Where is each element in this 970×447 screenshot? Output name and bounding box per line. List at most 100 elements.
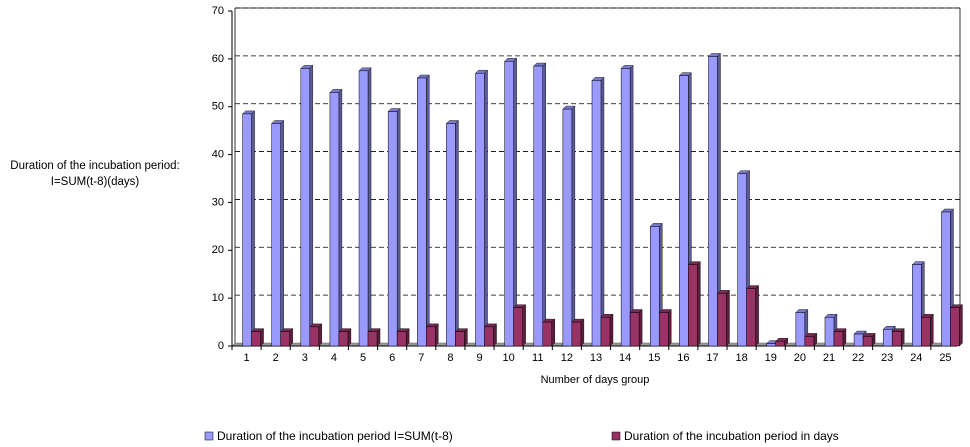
x-tick-label: 17 — [706, 352, 718, 364]
bar — [862, 336, 873, 347]
x-tick-label: 3 — [302, 352, 308, 364]
bar — [737, 173, 747, 347]
x-axis-label: Number of days group — [541, 374, 650, 386]
bar-side — [396, 108, 401, 347]
bar-side — [435, 323, 439, 347]
bar — [679, 75, 689, 347]
x-tick-label: 4 — [331, 352, 337, 364]
bar — [746, 288, 756, 347]
x-tick-label: 16 — [677, 352, 689, 364]
x-tick-label: 6 — [389, 352, 395, 364]
bar-side — [755, 285, 759, 347]
bar-side — [338, 88, 343, 347]
bar-side — [930, 313, 934, 347]
bar — [367, 331, 378, 347]
x-tick-label: 23 — [881, 352, 893, 364]
bar-side — [629, 64, 634, 347]
bar — [600, 317, 611, 347]
x-tick-label: 22 — [852, 352, 864, 364]
bar — [396, 331, 407, 347]
bar-side — [309, 64, 313, 347]
bar-side — [551, 318, 555, 347]
y-tick-label: 50 — [212, 101, 224, 113]
bar-side — [493, 323, 497, 347]
x-tick-label: 13 — [590, 352, 602, 364]
bar — [455, 331, 465, 347]
bar — [280, 331, 290, 347]
bar-side — [484, 69, 488, 347]
bar — [921, 317, 931, 347]
x-tick-label: 9 — [476, 352, 482, 364]
x-tick-label: 5 — [360, 352, 366, 364]
bar-side — [609, 313, 614, 347]
legend-label: Duration of the incubation period I=SUM(… — [217, 429, 453, 443]
bar — [358, 70, 369, 347]
bar — [708, 56, 718, 347]
bar-side — [251, 110, 255, 347]
bar — [591, 80, 602, 347]
bar — [882, 329, 893, 347]
bar — [504, 61, 514, 347]
y-tick-label: 40 — [212, 148, 224, 160]
x-tick-label: 10 — [503, 352, 515, 364]
bar — [562, 108, 573, 347]
bar — [941, 211, 951, 347]
bar — [271, 123, 281, 347]
bar — [242, 113, 252, 347]
bar-side — [522, 304, 526, 347]
bar — [833, 331, 844, 347]
bar — [649, 226, 660, 347]
bar-side — [513, 57, 517, 347]
bar — [950, 307, 960, 347]
x-tick-label: 21 — [823, 352, 835, 364]
bar — [620, 68, 631, 347]
y-tick-label: 10 — [212, 292, 224, 304]
bar-side — [280, 119, 284, 347]
bar-side — [697, 261, 701, 347]
x-tick-label: 14 — [619, 352, 631, 364]
x-tick-label: 15 — [648, 352, 660, 364]
bar — [446, 123, 456, 347]
bar — [824, 317, 835, 347]
bar-side — [426, 74, 430, 347]
legend-label: Duration of the incubation period in day… — [624, 429, 839, 443]
x-tick-label: 18 — [735, 352, 747, 364]
bar — [795, 312, 806, 347]
legend-swatch — [204, 431, 214, 441]
legend-swatch — [611, 431, 621, 441]
bar — [475, 72, 485, 347]
bar — [775, 340, 785, 347]
bar — [329, 92, 340, 347]
bar — [658, 312, 669, 347]
bar — [300, 68, 311, 347]
bar — [513, 307, 523, 347]
bar-side — [571, 105, 576, 347]
bar — [533, 65, 544, 347]
x-tick-label: 7 — [418, 352, 424, 364]
bar — [912, 264, 922, 347]
bar — [571, 321, 582, 347]
bar-side — [600, 76, 605, 347]
bar-side — [542, 62, 546, 347]
bar — [484, 326, 494, 347]
bar — [251, 331, 261, 347]
x-tick-label: 1 — [243, 352, 249, 364]
bar — [766, 343, 776, 347]
bar-side — [318, 323, 322, 347]
x-tick-label: 8 — [447, 352, 453, 364]
bar-side — [455, 119, 459, 347]
bar — [688, 264, 698, 347]
bar-side — [668, 309, 672, 347]
bar-side — [580, 318, 585, 347]
bar-side — [959, 304, 963, 347]
x-tick-label: 25 — [939, 352, 951, 364]
y-tick-label: 60 — [212, 53, 224, 65]
y-axis-label: Duration of the incubation period: I=SUM… — [10, 160, 180, 188]
y-tick-label: 0 — [218, 340, 224, 352]
y-tick-label: 20 — [212, 244, 224, 256]
x-tick-label: 12 — [561, 352, 573, 364]
x-tick-label: 2 — [273, 352, 279, 364]
bar-side — [638, 309, 643, 347]
